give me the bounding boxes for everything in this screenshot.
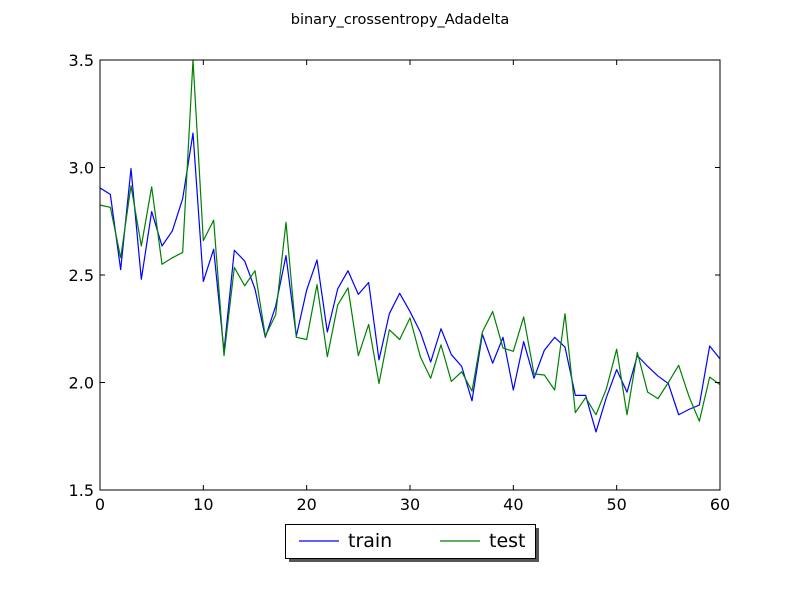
- y-tick-label: 3.0: [69, 159, 94, 178]
- series-layer: [99, 59, 721, 433]
- legend-label-train: train: [348, 530, 392, 552]
- tick-layer: 0 10 20 30 40 50 60 1.5 2.0 2.5 3.0 3.5: [69, 51, 731, 514]
- series-line-test: [99, 59, 721, 422]
- x-tick-label: 40: [503, 495, 523, 514]
- series-line-train: [99, 132, 721, 433]
- y-tick-label: 2.0: [69, 374, 94, 393]
- legend-label-test: test: [489, 530, 526, 552]
- x-tick-label: 20: [296, 495, 316, 514]
- y-tick-label: 3.5: [69, 51, 94, 70]
- legend: train test: [285, 524, 539, 562]
- x-tick-label: 60: [710, 495, 730, 514]
- x-tick-label: 50: [606, 495, 626, 514]
- plot-area: [100, 60, 720, 490]
- y-tick-label: 1.5: [69, 481, 94, 500]
- y-tick-label: 2.5: [69, 266, 94, 285]
- chart-title: binary_crossentropy_Adadelta: [291, 12, 510, 28]
- x-tick-label: 30: [400, 495, 420, 514]
- x-tick-label: 10: [193, 495, 213, 514]
- x-tick-label: 0: [95, 495, 105, 514]
